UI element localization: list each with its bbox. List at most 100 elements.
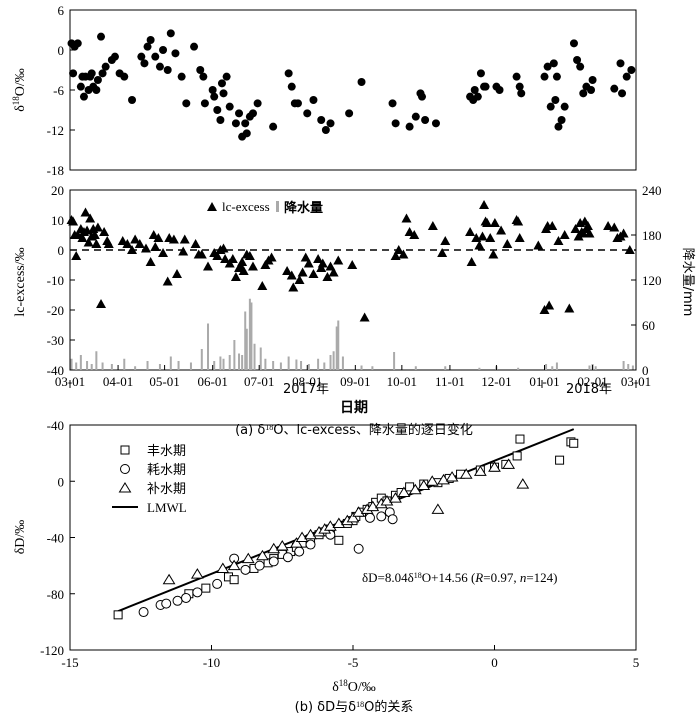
d18o-point: [418, 92, 427, 101]
lc-excess-point: [71, 251, 82, 260]
d18o-point: [554, 122, 563, 131]
lc-excess-point: [178, 246, 189, 256]
date-x-tick-label: 04-01: [103, 374, 133, 389]
d18o-point: [182, 99, 191, 108]
precip-bar: [444, 366, 447, 370]
lc-excess-point: [544, 300, 555, 310]
lc-excess-point: [266, 252, 277, 262]
dd-y-tick-label: -120: [40, 643, 64, 658]
precip-bar: [317, 358, 320, 370]
date-x-tick-label: 11-01: [435, 374, 465, 389]
precip-bar: [622, 361, 625, 370]
d18o-point: [495, 86, 504, 94]
d18o-x-tick-label: -15: [61, 655, 78, 670]
d18o-point: [248, 109, 257, 118]
d18o-y-tick-label: 6: [58, 3, 65, 18]
lc-excess-point: [398, 249, 409, 259]
caption-a: (a) δ18O、lc-excess、降水量的逐日变化: [235, 422, 473, 438]
lc-excess-point: [437, 248, 448, 257]
lc-excess-points: [66, 200, 635, 322]
precip-y-tick-label: 0: [642, 363, 649, 378]
d18o-y-tick-label: -12: [47, 123, 64, 138]
lc-excess-point: [220, 254, 231, 263]
lc-excess-point: [347, 260, 358, 269]
lc-excess-point: [77, 233, 88, 242]
d18o-x-tick-label: -10: [203, 655, 220, 670]
lc-excess-y-tick-label: -10: [47, 273, 64, 288]
d18o-point: [546, 102, 555, 111]
d18o-point: [293, 99, 302, 108]
d18o-point: [579, 89, 588, 98]
dd-point-triangle: [295, 531, 309, 542]
d18o-point: [140, 59, 149, 68]
d18o-x-tick-label: 0: [491, 655, 498, 670]
d18o-point: [421, 116, 430, 124]
precip-bar: [551, 366, 554, 370]
dd-point-circle: [138, 607, 149, 618]
lc-excess-point: [564, 303, 575, 313]
lc-excess-point: [618, 228, 629, 238]
dd-point-circle: [376, 511, 387, 522]
dd-point-triangle: [162, 573, 176, 585]
d18o-point: [101, 62, 110, 71]
precip-bar: [335, 326, 338, 370]
precip-bar: [259, 347, 262, 370]
lc-excess-y-tick-label: 0: [58, 243, 65, 258]
precip-bar: [241, 355, 244, 370]
lc-excess-point: [514, 233, 525, 242]
precip-bar: [134, 366, 137, 370]
precip-bar: [238, 353, 241, 370]
precip-bar: [478, 367, 481, 370]
d18o-point: [326, 119, 335, 128]
precip-y-axis-label: 降水量/mm: [680, 248, 695, 317]
d18o-point: [627, 66, 636, 74]
legend-marker-triangle: [118, 482, 132, 493]
lc-excess-point: [130, 234, 141, 244]
lc-excess-y-axis-label: lc-excess/‰: [13, 247, 28, 316]
precip-bar: [177, 361, 180, 370]
precip-bar: [250, 302, 253, 370]
legend-label: 补水期: [147, 482, 186, 497]
precip-bar: [233, 340, 236, 370]
dd-point-circle: [282, 552, 293, 563]
legend-label: LMWL: [147, 500, 187, 515]
d18o-point: [569, 39, 578, 48]
lc-excess-point: [89, 230, 100, 239]
lc-excess-point: [547, 221, 558, 230]
lc-excess-point: [83, 237, 94, 247]
d18o-point: [231, 119, 240, 128]
legend-precip-label: 降水量: [284, 200, 323, 216]
lc-excess-point: [624, 245, 635, 254]
lc-excess-point: [466, 257, 477, 266]
dd-point-square: [201, 583, 211, 593]
dd-point-triangle: [241, 552, 255, 564]
d18o-point: [543, 62, 552, 71]
lc-excess-point: [308, 269, 319, 278]
precip-bar: [101, 362, 104, 370]
d18o-y-ticks: 6 0 -6 -12 -18: [47, 3, 75, 178]
lc-excess-point: [158, 248, 169, 257]
lc-excess-point: [440, 236, 451, 245]
lc-excess-point: [294, 275, 305, 284]
lc-excess-point: [513, 216, 524, 226]
d18o-point: [587, 86, 596, 94]
d18o-point: [287, 82, 296, 91]
year-2018-label: 2018年: [566, 382, 612, 397]
precip-bar: [329, 355, 332, 370]
dd-point-triangle: [256, 549, 269, 561]
date-x-tick-label: 10-01: [387, 374, 417, 389]
d18o-point: [143, 42, 152, 51]
d18o-point: [388, 99, 397, 108]
d18o-point: [357, 78, 366, 86]
dd-point-triangle: [437, 473, 450, 485]
dd-y-tick-label: -40: [47, 531, 64, 546]
lc-excess-point: [333, 255, 344, 265]
dd-y-ticks: -40 0 -40 -80 -120: [40, 418, 75, 658]
d18o-point: [159, 46, 168, 54]
d18o-point: [303, 109, 312, 118]
lc-excess-point: [150, 242, 161, 251]
dd-point-circle: [254, 560, 265, 571]
d18o-x-ticks: -15 -10 -5 0 5: [61, 645, 639, 670]
d18o-point: [551, 96, 560, 104]
dd-point-square: [555, 455, 565, 465]
